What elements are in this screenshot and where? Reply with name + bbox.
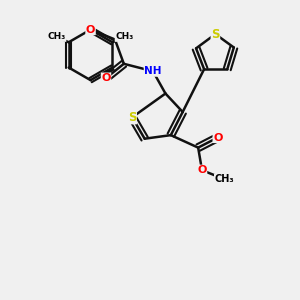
Text: CH₃: CH₃	[48, 32, 66, 41]
Text: NH: NH	[144, 66, 162, 76]
Text: O: O	[213, 133, 223, 142]
Text: O: O	[86, 25, 95, 34]
Text: CH₃: CH₃	[214, 174, 234, 184]
Text: CH₃: CH₃	[115, 32, 134, 41]
Text: O: O	[197, 165, 207, 175]
Text: S: S	[128, 111, 136, 124]
Text: S: S	[211, 28, 220, 40]
Text: O: O	[101, 73, 111, 83]
